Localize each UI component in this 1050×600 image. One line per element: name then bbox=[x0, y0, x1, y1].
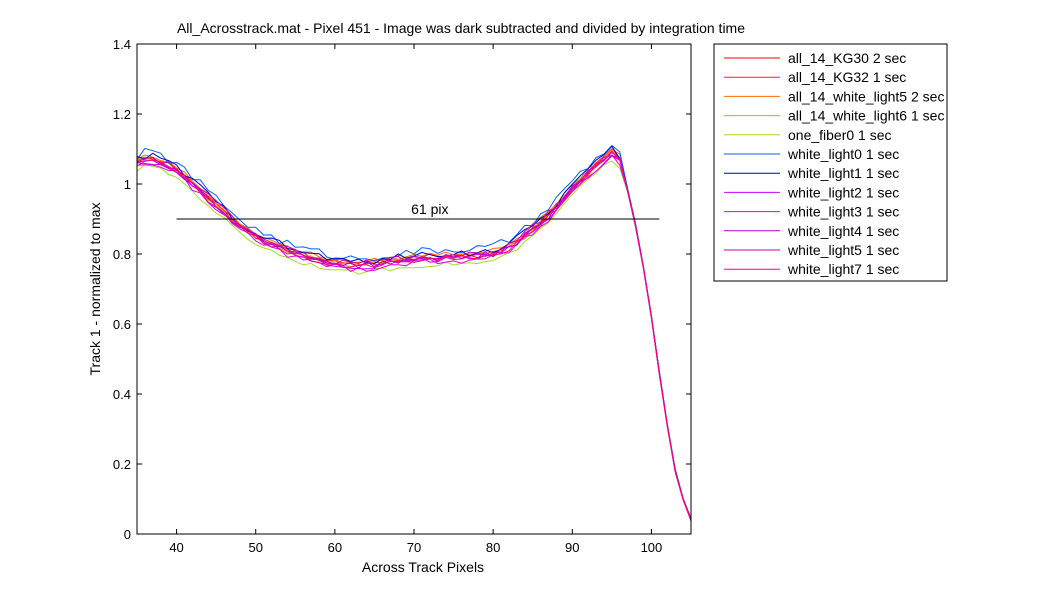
x-axis: 40 50 60 70 80 90 100 bbox=[169, 44, 662, 555]
legend: all_14_KG30 2 sec all_14_KG32 1 sec all_14… bbox=[713, 43, 948, 282]
legend-label-11: white_light7 1 sec bbox=[787, 261, 899, 277]
y-tick-label-0: 0 bbox=[124, 527, 131, 542]
y-tick-label-1: 0.2 bbox=[113, 457, 131, 472]
legend-label-8: white_light3 1 sec bbox=[787, 204, 899, 220]
x-tick-label-4: 80 bbox=[486, 540, 500, 555]
legend-label-3: all_14_white_light6 1 sec bbox=[788, 108, 944, 124]
annotation-61-pix: 61 pix bbox=[411, 201, 448, 217]
x-tick-label-5: 90 bbox=[565, 540, 579, 555]
y-tick-label-6: 1.2 bbox=[113, 107, 131, 122]
legend-label-9: white_light4 1 sec bbox=[787, 223, 899, 239]
y-tick-label-7: 1.4 bbox=[113, 37, 131, 52]
plot-area bbox=[137, 44, 691, 534]
y-axis: 0 0.2 0.4 0.6 0.8 1 1.2 1.4 bbox=[113, 37, 691, 542]
series-line-4 bbox=[136, 160, 692, 522]
x-tick-label-3: 70 bbox=[407, 540, 421, 555]
x-tick-label-1: 50 bbox=[248, 540, 262, 555]
legend-label-6: white_light1 1 sec bbox=[787, 165, 899, 181]
legend-label-4: one_fiber0 1 sec bbox=[788, 127, 892, 143]
legend-label-2: all_14_white_light5 2 sec bbox=[788, 88, 944, 104]
legend-label-7: white_light2 1 sec bbox=[787, 184, 899, 200]
x-tick-label-2: 60 bbox=[328, 540, 342, 555]
x-tick-label-0: 40 bbox=[169, 540, 183, 555]
series-line-5 bbox=[136, 144, 692, 519]
y-tick-label-3: 0.6 bbox=[113, 317, 131, 332]
chart-title: All_Acrosstrack.mat - Pixel 451 - Image … bbox=[177, 20, 745, 36]
y-axis-label: Track 1 - normalized to max bbox=[87, 203, 103, 376]
legend-label-0: all_14_KG30 2 sec bbox=[788, 50, 906, 66]
y-tick-label-2: 0.4 bbox=[113, 387, 131, 402]
y-tick-label-4: 0.8 bbox=[113, 247, 131, 262]
legend-label-10: white_light5 1 sec bbox=[787, 242, 899, 258]
legend-label-1: all_14_KG32 1 sec bbox=[788, 69, 906, 85]
legend-items: all_14_KG30 2 sec all_14_KG32 1 sec all_14… bbox=[724, 50, 944, 277]
x-tick-label-6: 100 bbox=[641, 540, 663, 555]
legend-box bbox=[713, 43, 948, 282]
x-axis-label: Across Track Pixels bbox=[362, 559, 484, 575]
series-line-10 bbox=[136, 150, 692, 520]
legend-label-5: white_light0 1 sec bbox=[787, 146, 899, 162]
y-tick-label-5: 1 bbox=[124, 177, 131, 192]
